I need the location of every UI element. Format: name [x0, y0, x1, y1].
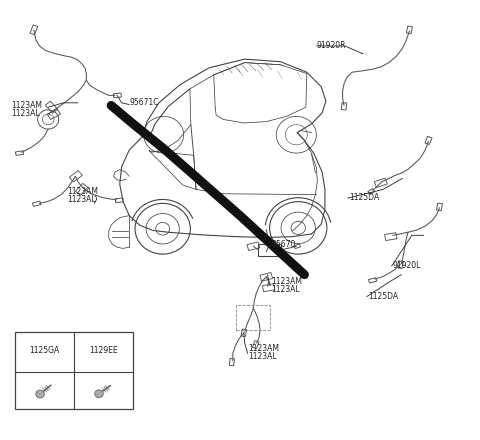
Bar	[236, 305, 270, 330]
Bar	[258, 244, 281, 256]
Text: 91920R: 91920R	[316, 40, 346, 50]
Text: 91920L: 91920L	[393, 261, 421, 271]
Circle shape	[95, 390, 103, 398]
Text: 1123AM: 1123AM	[271, 277, 302, 286]
Text: 1125DA: 1125DA	[349, 193, 379, 202]
Text: 1123AM: 1123AM	[249, 345, 279, 353]
Text: 1123AL: 1123AL	[249, 352, 277, 361]
Text: 1123AL: 1123AL	[271, 285, 300, 293]
Text: 95671C: 95671C	[129, 98, 159, 107]
Text: 1123AM: 1123AM	[11, 101, 42, 110]
Text: 1123AL: 1123AL	[11, 109, 39, 118]
Text: 95670: 95670	[271, 239, 295, 249]
Text: 1129EE: 1129EE	[89, 346, 118, 355]
Text: 1125GA: 1125GA	[29, 346, 60, 355]
Text: 1123AM: 1123AM	[67, 187, 98, 196]
Bar	[15, 332, 133, 409]
Text: 1125DA: 1125DA	[368, 292, 398, 301]
Circle shape	[36, 390, 44, 398]
Text: 1123AL: 1123AL	[67, 195, 96, 204]
